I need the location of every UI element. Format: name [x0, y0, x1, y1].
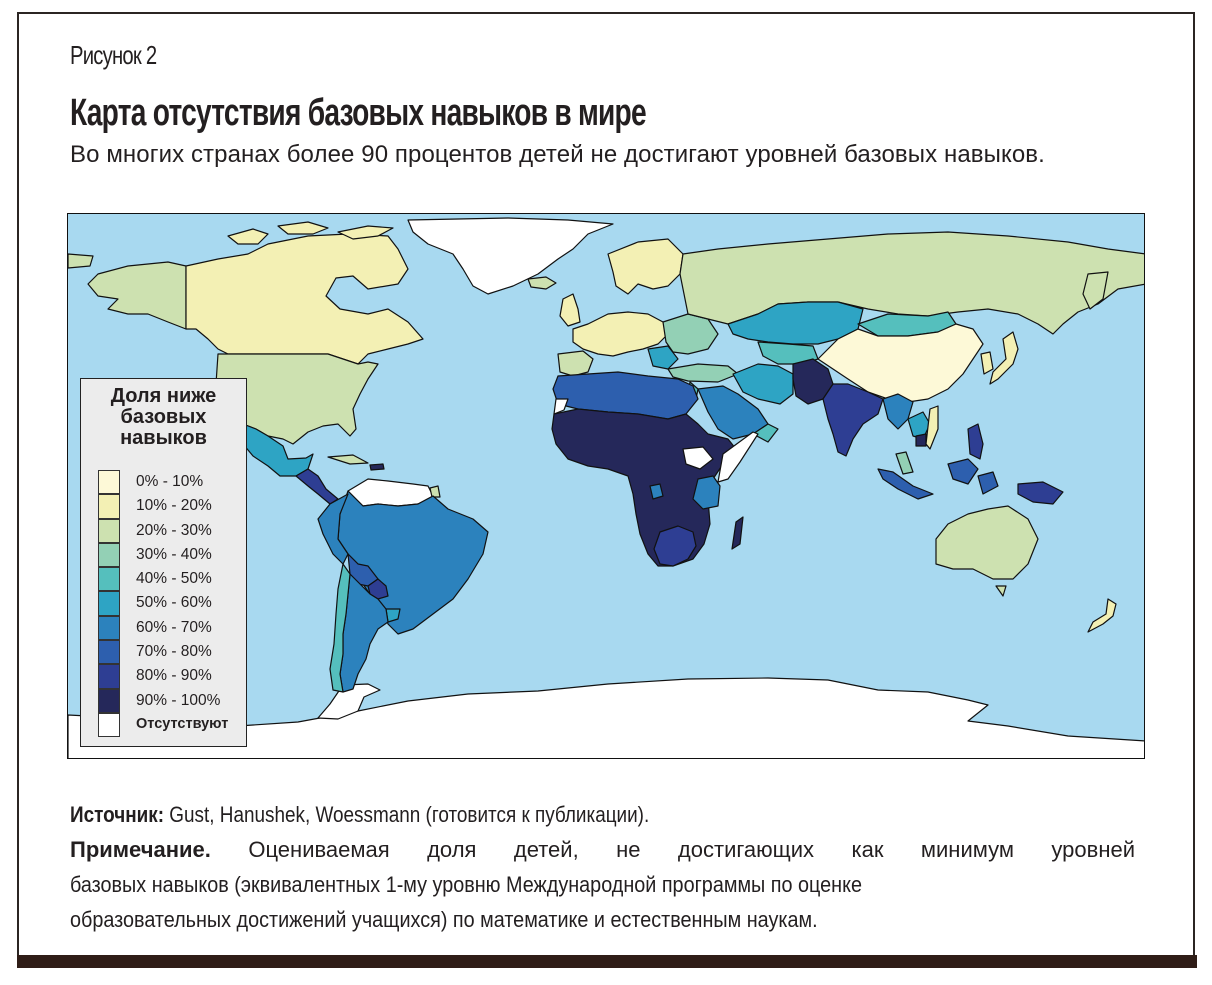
iberia	[557, 350, 594, 377]
note-line-1: Примечание. Оцениваемая доля детей, не д…	[70, 832, 1135, 867]
legend-swatch	[98, 470, 120, 495]
legend-label: Отсутствуют	[136, 715, 229, 732]
bottom-bar	[17, 955, 1197, 968]
scandinavia	[607, 238, 684, 295]
legend-swatch	[98, 567, 120, 592]
map-legend: Доля ниже базовых навыков 0% - 10% 10% -…	[80, 378, 247, 747]
gabon	[649, 483, 664, 500]
legend-swatch	[98, 591, 120, 616]
venezuela-guyana	[347, 478, 434, 507]
legend-swatch	[98, 712, 120, 738]
madagascar	[731, 516, 744, 550]
legend-title-line: навыков	[120, 427, 207, 449]
somalia	[717, 431, 759, 483]
source-line: Источник: Gust, Hanushek, Woessmann (гот…	[70, 797, 986, 832]
legend-swatch	[98, 664, 120, 689]
figure-subtitle: Во многих странах более 90 процентов дет…	[70, 141, 1045, 168]
malaysia	[895, 451, 914, 475]
legend-label: 80% - 90%	[136, 667, 212, 685]
balkans	[647, 345, 679, 370]
note-text-2: базовых навыков (эквивалентных 1-му уров…	[70, 872, 862, 897]
indonesia	[877, 458, 999, 500]
haiti	[369, 463, 385, 471]
peru	[317, 493, 349, 565]
legend-title: Доля ниже базовых навыков	[81, 386, 246, 449]
korea	[980, 351, 994, 375]
note-line-3: образовательных достижений учащихся) по …	[70, 902, 1029, 937]
map-svg	[68, 217, 1144, 758]
legend-swatch	[98, 494, 120, 519]
legend-swatch	[98, 640, 120, 665]
oman-yemen	[752, 423, 779, 443]
canada	[185, 233, 424, 365]
figure-label: Рисунок 2	[70, 40, 157, 70]
legend-label: 20% - 30%	[136, 521, 212, 539]
source-text: Gust, Hanushek, Woessmann (готовится к п…	[164, 802, 650, 827]
legend-label: 50% - 60%	[136, 594, 212, 612]
chile	[329, 563, 351, 693]
cuba	[327, 454, 369, 465]
canada-arctic-islands	[227, 221, 394, 245]
philippines	[967, 423, 984, 460]
antarctic-peninsula	[317, 683, 381, 720]
legend-swatch	[98, 615, 120, 641]
myanmar-thailand	[882, 393, 914, 430]
note-text-1: Оцениваемая доля детей, не достигающих к…	[210, 837, 1135, 862]
legend-label: 0% - 10%	[136, 473, 204, 490]
french-guiana	[429, 485, 441, 498]
legend-swatch	[98, 688, 120, 713]
uk-ireland	[559, 293, 581, 327]
alaska	[87, 261, 187, 330]
tasmania	[995, 585, 1007, 597]
source-label: Источник:	[70, 802, 165, 827]
mexico	[227, 418, 314, 477]
western-europe	[572, 311, 669, 357]
chukotka-fragment	[68, 253, 94, 269]
figure-notes: Источник: Gust, Hanushek, Woessmann (гот…	[70, 797, 1135, 937]
legend-label: 90% - 100%	[136, 691, 221, 709]
vietnam	[925, 405, 939, 450]
legend-title-line: Доля ниже	[110, 385, 217, 407]
legend-label: 40% - 50%	[136, 570, 212, 588]
india	[822, 383, 884, 457]
world-map: Доля ниже базовых навыков 0% - 10% 10% -…	[67, 213, 1145, 759]
kenya-tanzania	[692, 475, 721, 510]
papua-new-guinea	[1017, 481, 1064, 505]
western-sahara	[553, 398, 569, 415]
legend-swatch	[98, 542, 120, 568]
note-text-3: образовательных достижений учащихся) по …	[70, 907, 818, 932]
cambodia	[915, 433, 927, 447]
greenland	[407, 217, 614, 295]
south-sudan	[682, 446, 714, 470]
turkey	[667, 363, 739, 383]
central-america	[295, 468, 339, 505]
japan	[989, 331, 1019, 385]
australia	[935, 505, 1039, 580]
iceland	[527, 276, 557, 290]
indochina	[907, 411, 931, 440]
antarctica	[68, 677, 1144, 758]
legend-label: 70% - 80%	[136, 643, 212, 661]
legend-label: 10% - 20%	[136, 497, 212, 515]
note-line-2: базовых навыков (эквивалентных 1-му уров…	[70, 867, 1029, 902]
note-label: Примечание.	[70, 837, 211, 862]
kamchatka	[1082, 271, 1109, 310]
legend-swatch	[98, 518, 120, 543]
new-zealand	[1087, 598, 1117, 633]
figure-title: Карта отсутствия базовых навыков в мире	[70, 92, 647, 134]
legend-label: 60% - 70%	[136, 618, 212, 636]
legend-label: 30% - 40%	[136, 545, 212, 563]
southern-africa	[653, 525, 697, 567]
iran	[732, 363, 794, 405]
legend-title-line: базовых	[120, 406, 207, 428]
